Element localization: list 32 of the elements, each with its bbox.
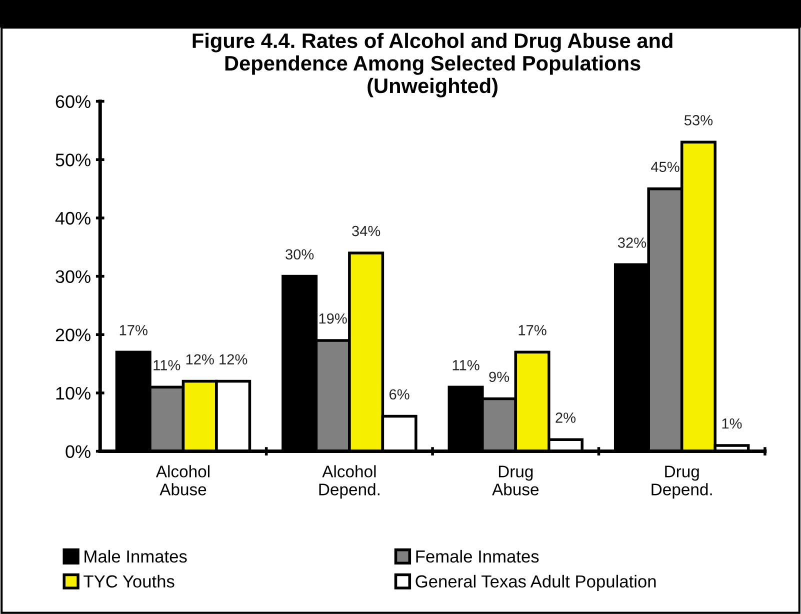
data-label: 12% xyxy=(220,354,248,364)
x-tick-label: Drug Abuse xyxy=(492,466,539,496)
x-tick-label: Alcohol Depend. xyxy=(319,465,380,499)
legend-label: General Texas Adult Population xyxy=(416,574,656,592)
data-label: 53% xyxy=(684,115,713,126)
data-label: 1% xyxy=(722,418,742,429)
chart-title: Figure 4.4. Rates of Alcohol and Drug Abuse and Dependence Among Selected Populations (Unweighted) xyxy=(192,32,672,98)
y-tick-label: 0% xyxy=(66,445,90,458)
y-tick-label: 10% xyxy=(56,386,90,400)
data-label: 9% xyxy=(489,372,510,382)
y-tick-label: 60% xyxy=(56,95,90,108)
data-label: 19% xyxy=(319,313,347,324)
data-label: 6% xyxy=(390,389,410,400)
data-label: 11% xyxy=(452,360,480,370)
legend-label: Female Inmates xyxy=(416,550,539,563)
data-label: 11% xyxy=(154,360,180,370)
y-tick-label: 20% xyxy=(56,328,90,342)
x-tick-label: Drug Depend. xyxy=(652,466,712,499)
x-tick-label: Alcohol Abuse xyxy=(156,465,210,496)
y-tick-label: 40% xyxy=(55,212,90,225)
y-tick-label: 30% xyxy=(56,270,90,284)
data-label: 17% xyxy=(120,325,148,336)
data-label: 32% xyxy=(618,238,646,248)
legend-label: Male Inmates xyxy=(84,550,187,563)
data-label: 17% xyxy=(518,325,546,336)
data-label: 30% xyxy=(286,249,314,260)
data-label: 12% xyxy=(186,354,214,364)
legend-label: TYC Youths xyxy=(84,574,174,588)
data-label: 2% xyxy=(556,412,576,423)
data-label: 34% xyxy=(352,226,380,236)
data-label: 45% xyxy=(650,162,680,172)
y-tick-label: 50% xyxy=(56,154,90,166)
